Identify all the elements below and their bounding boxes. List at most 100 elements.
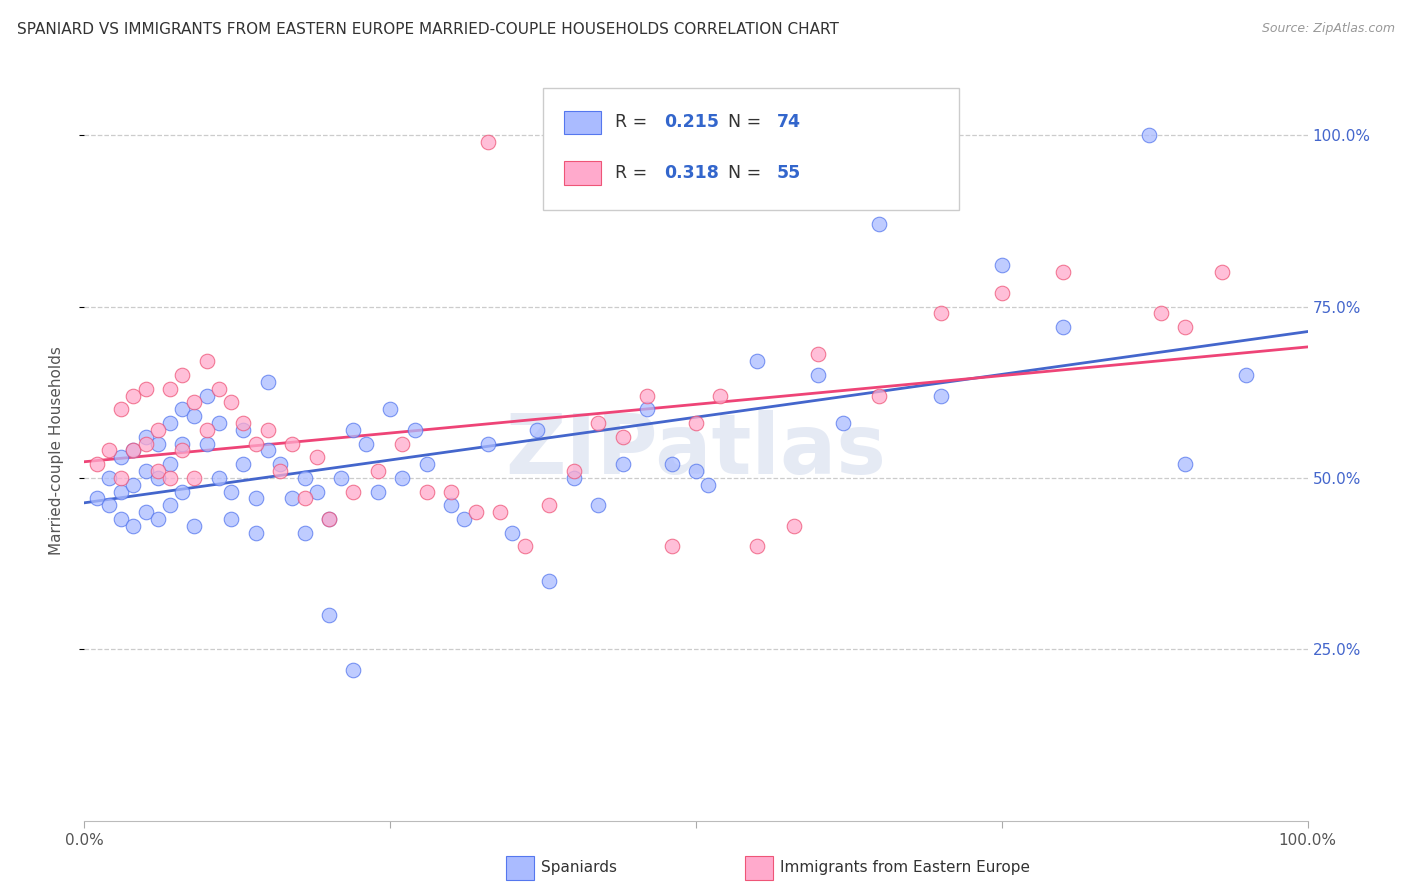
Point <box>538 498 561 512</box>
Point <box>135 505 157 519</box>
Point <box>1150 306 1173 320</box>
Point <box>257 443 280 458</box>
Point <box>453 512 475 526</box>
Point <box>159 416 181 430</box>
Point <box>122 477 145 491</box>
Point <box>159 457 181 471</box>
Point <box>709 389 731 403</box>
Text: R =: R = <box>616 164 652 182</box>
Point <box>305 484 328 499</box>
Point <box>489 505 512 519</box>
Point <box>232 457 254 471</box>
Point <box>135 382 157 396</box>
Point <box>232 423 254 437</box>
Point <box>110 471 132 485</box>
Point <box>391 471 413 485</box>
Point <box>661 540 683 554</box>
Point <box>86 457 108 471</box>
Point <box>367 464 389 478</box>
Text: N =: N = <box>728 113 766 131</box>
Point <box>208 416 231 430</box>
Point <box>391 436 413 450</box>
Text: 0.215: 0.215 <box>664 113 718 131</box>
Point <box>122 443 145 458</box>
Point <box>318 607 340 622</box>
Point <box>477 135 499 149</box>
Point <box>636 389 658 403</box>
Text: Immigrants from Eastern Europe: Immigrants from Eastern Europe <box>780 861 1031 875</box>
Text: 74: 74 <box>776 113 800 131</box>
Point <box>97 498 120 512</box>
Point <box>122 389 145 403</box>
FancyBboxPatch shape <box>543 87 959 210</box>
Point <box>146 423 169 437</box>
Point <box>697 477 720 491</box>
Point <box>172 436 194 450</box>
Point <box>1236 368 1258 382</box>
Point <box>146 436 169 450</box>
Point <box>219 512 242 526</box>
Point <box>245 436 267 450</box>
Point <box>219 484 242 499</box>
Point <box>318 512 340 526</box>
Point <box>612 430 634 444</box>
Text: Source: ZipAtlas.com: Source: ZipAtlas.com <box>1261 22 1395 36</box>
Point <box>869 389 891 403</box>
Point <box>747 354 769 368</box>
Point <box>477 436 499 450</box>
Point <box>807 368 830 382</box>
Point <box>513 540 536 554</box>
Point <box>831 416 853 430</box>
Point <box>269 457 291 471</box>
Point <box>404 423 426 437</box>
Point <box>929 389 952 403</box>
Point <box>929 306 952 320</box>
Point <box>586 416 609 430</box>
Point <box>538 574 561 588</box>
Text: 0.318: 0.318 <box>664 164 718 182</box>
Point <box>86 491 108 506</box>
Point <box>1174 457 1197 471</box>
Point <box>440 484 463 499</box>
Point <box>991 285 1014 300</box>
Point <box>269 464 291 478</box>
Text: N =: N = <box>728 164 766 182</box>
Point <box>183 409 205 424</box>
Point <box>159 382 181 396</box>
Point <box>991 259 1014 273</box>
Point <box>110 512 132 526</box>
Point <box>159 471 181 485</box>
Point <box>294 525 316 540</box>
Point <box>159 498 181 512</box>
Point <box>208 471 231 485</box>
Point <box>416 484 439 499</box>
Point <box>97 443 120 458</box>
Point <box>342 423 364 437</box>
Point <box>232 416 254 430</box>
Point <box>783 519 806 533</box>
Point <box>747 540 769 554</box>
Point <box>146 512 169 526</box>
Text: Spaniards: Spaniards <box>541 861 617 875</box>
Point <box>685 464 707 478</box>
Point <box>110 402 132 417</box>
Point <box>135 464 157 478</box>
Point <box>183 519 205 533</box>
Point <box>416 457 439 471</box>
Point <box>172 484 194 499</box>
Point <box>172 402 194 417</box>
Point <box>526 423 548 437</box>
Point <box>146 464 169 478</box>
Point <box>245 525 267 540</box>
FancyBboxPatch shape <box>564 161 600 185</box>
Text: R =: R = <box>616 113 652 131</box>
Point <box>305 450 328 465</box>
Point <box>342 663 364 677</box>
Point <box>1052 265 1074 279</box>
Point <box>685 416 707 430</box>
Point <box>586 498 609 512</box>
Point <box>183 471 205 485</box>
Y-axis label: Married-couple Households: Married-couple Households <box>49 346 63 555</box>
Point <box>195 354 218 368</box>
Text: SPANIARD VS IMMIGRANTS FROM EASTERN EUROPE MARRIED-COUPLE HOUSEHOLDS CORRELATION: SPANIARD VS IMMIGRANTS FROM EASTERN EURO… <box>17 22 839 37</box>
